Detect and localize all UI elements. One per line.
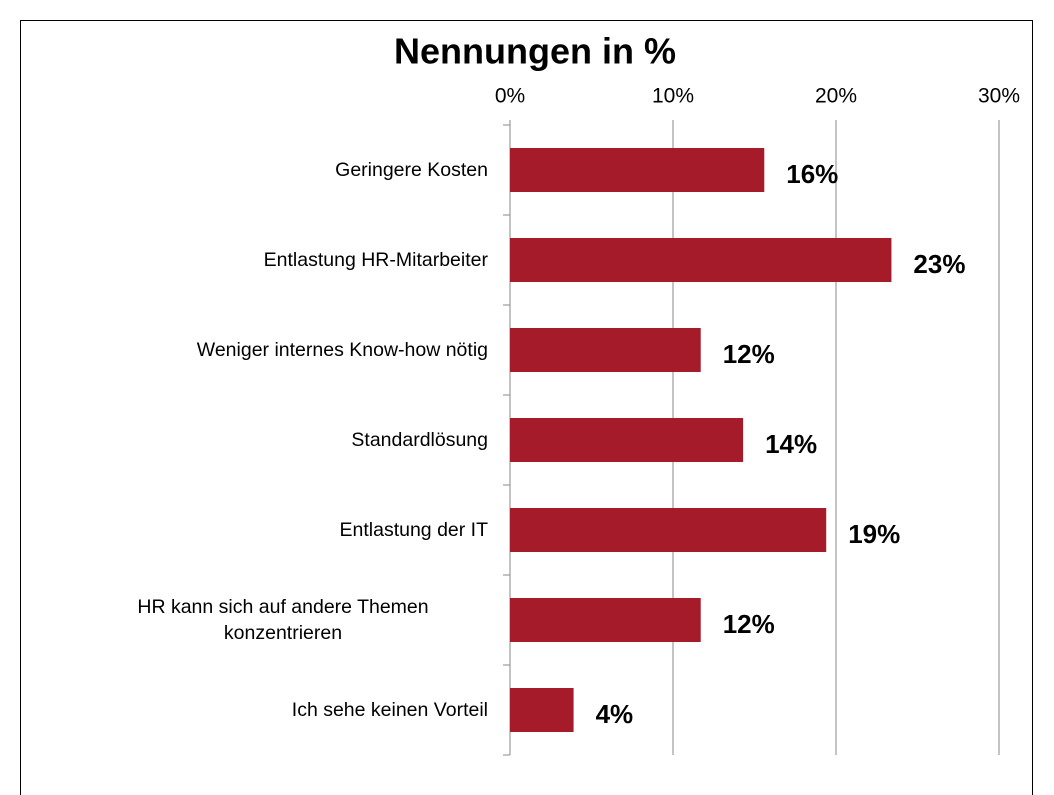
category-label: Geringere Kosten	[335, 159, 488, 181]
category-label: HR kann sich auf andere Themen konzentri…	[137, 596, 429, 644]
x-tick-label: 10%	[652, 85, 694, 108]
bar	[510, 328, 701, 372]
data-label: 14%	[765, 429, 817, 459]
data-label: 19%	[848, 519, 900, 549]
x-tick-label: 0%	[495, 85, 525, 108]
data-label: 23%	[913, 249, 965, 279]
data-label: 16%	[786, 159, 838, 189]
bar	[510, 508, 827, 552]
data-label: 4%	[596, 699, 634, 729]
bar	[510, 418, 744, 462]
bar	[510, 688, 574, 732]
category-label: Weniger internes Know-how nötig	[196, 339, 488, 361]
bar	[510, 238, 892, 282]
category-label: Entlastung der IT	[339, 519, 489, 541]
category-label: Ich sehe keinen Vorteil	[291, 699, 488, 721]
x-tick-label: 30%	[978, 85, 1020, 108]
category-label: Entlastung HR-Mitarbeiter	[263, 249, 488, 271]
x-tick-label: 20%	[815, 85, 857, 108]
bar	[510, 148, 765, 192]
chart-title: Nennungen in %	[394, 31, 676, 72]
chart-frame	[20, 20, 1033, 795]
data-label: 12%	[723, 339, 775, 369]
data-label: 12%	[723, 609, 775, 639]
bar	[510, 598, 701, 642]
category-label: Standardlösung	[351, 429, 488, 451]
